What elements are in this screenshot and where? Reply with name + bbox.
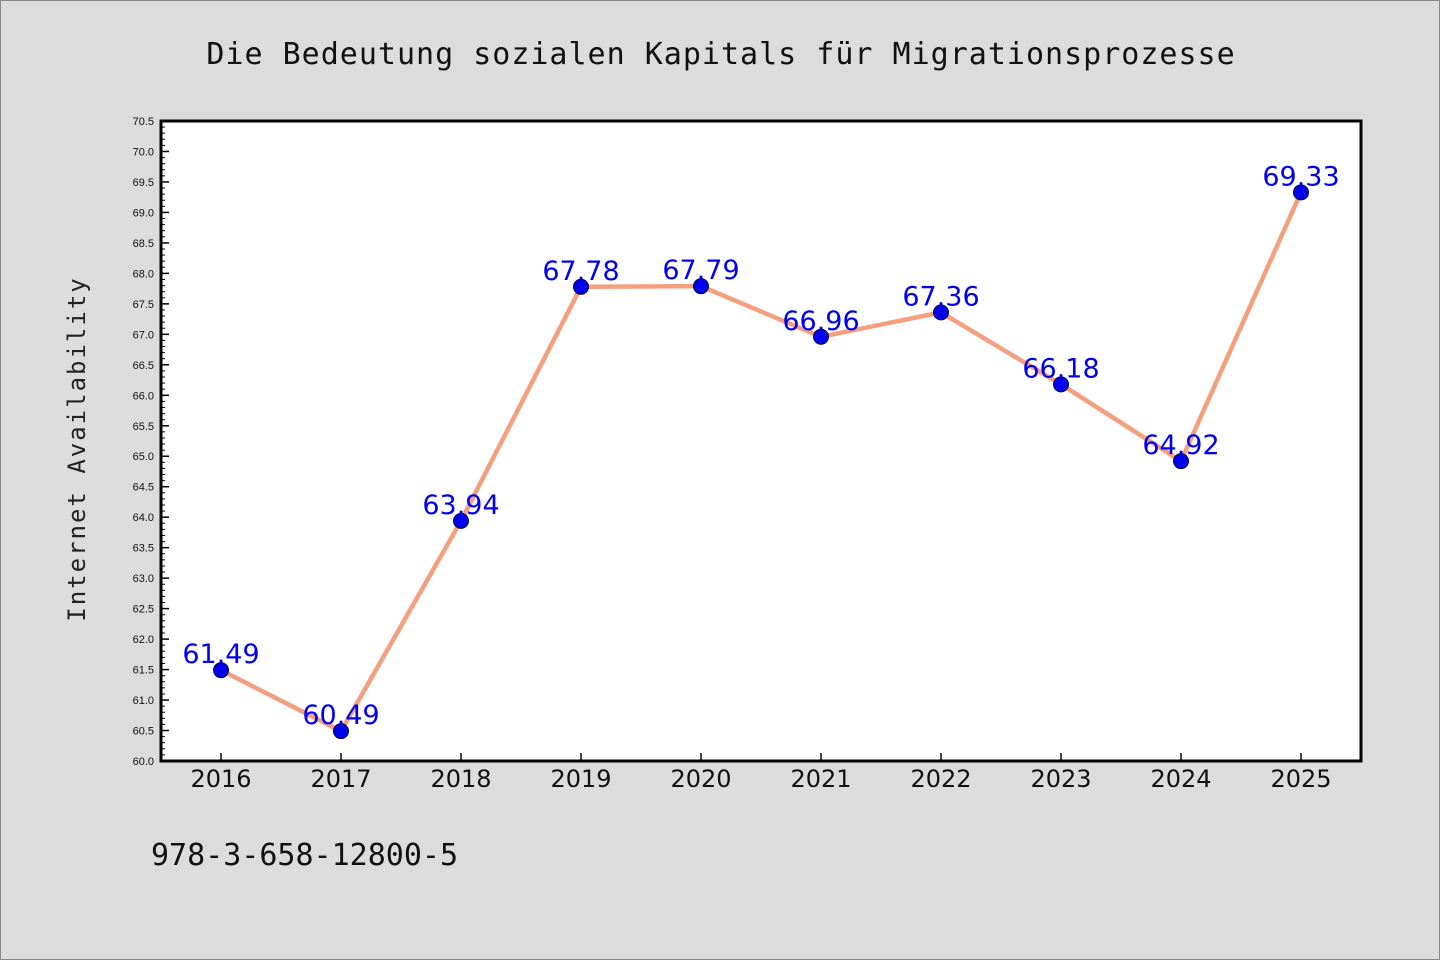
x-tick-label: 2024: [1150, 765, 1211, 793]
y-tick-label: 69.0: [133, 207, 154, 219]
y-tick-label: 64.0: [133, 512, 154, 524]
y-tick-label: 68.0: [133, 268, 154, 280]
y-tick-label: 65.5: [133, 421, 154, 433]
isbn-annotation: 978-3-658-12800-5: [151, 838, 458, 873]
y-tick-label: 67.0: [133, 329, 154, 341]
y-tick-label: 64.5: [133, 482, 154, 494]
data-label: 63.94: [422, 490, 499, 521]
series-line: [218, 190, 1304, 734]
y-tick-label: 62.0: [133, 634, 154, 646]
data-point: [333, 723, 349, 740]
y-tick-label: 70.0: [133, 146, 154, 158]
y-tick-label: 60.0: [133, 756, 154, 768]
data-label: 67.79: [662, 255, 739, 286]
y-axis-label: Internet Availability: [63, 276, 91, 621]
y-tick-label: 69.5: [133, 177, 154, 189]
data-label: 60.49: [302, 700, 379, 731]
x-tick-label: 2022: [910, 765, 971, 793]
y-tick-label: 70.5: [133, 116, 154, 128]
data-point: [813, 328, 829, 345]
y-tick-label: 63.0: [133, 573, 154, 585]
data-label: 67.78: [542, 256, 619, 287]
x-tick-label: 2023: [1030, 765, 1091, 793]
data-point: [1173, 453, 1189, 470]
y-tick-label: 63.5: [133, 543, 154, 555]
data-label: 64.92: [1142, 430, 1219, 461]
y-tick-label: 66.5: [133, 360, 154, 372]
data-label: 69.33: [1262, 161, 1339, 192]
data-point: [453, 512, 469, 529]
x-tick-label: 2025: [1270, 765, 1331, 793]
data-label: 67.36: [902, 281, 979, 312]
data-point: [213, 662, 229, 679]
x-tick-label: 2020: [670, 765, 731, 793]
x-tick-label: 2017: [310, 765, 371, 793]
y-tick-label: 68.5: [133, 238, 154, 250]
data-point: [573, 278, 589, 295]
x-axis-ticks: 2016 2017 2018 2019 2020 2021 2022 2023 2024 2025: [190, 753, 1332, 793]
y-tick-label: 65.0: [133, 451, 154, 463]
series-line-group: [218, 190, 1304, 734]
data-markers: [213, 184, 1309, 740]
y-tick-label: 66.0: [133, 390, 154, 402]
data-point: [1053, 376, 1069, 393]
x-tick-label: 2016: [190, 765, 251, 793]
chart-title: Die Bedeutung sozialen Kapitals für Migr…: [206, 37, 1235, 72]
y-tick-label: 62.5: [133, 604, 154, 616]
data-label: 66.96: [782, 306, 859, 337]
data-label: 66.18: [1022, 353, 1099, 384]
data-point: [693, 278, 709, 295]
data-labels: 61.49 60.49 63.94 67.78 67.79 66.96 67.36 66.18…: [182, 161, 1339, 731]
x-tick-label: 2019: [550, 765, 611, 793]
data-point: [933, 304, 949, 321]
y-tick-label: 67.5: [133, 299, 154, 311]
data-label: 61.49: [182, 639, 259, 670]
x-tick-label: 2018: [430, 765, 491, 793]
x-tick-label: 2021: [790, 765, 851, 793]
y-tick-label: 61.5: [133, 665, 154, 677]
plot-area: [159, 119, 1363, 763]
y-axis-ticks: 60.0 60.5 61.0 61.5 62.0 62.5 63.0 63.5 64.0 64.5…: [133, 116, 169, 768]
y-tick-label: 61.0: [133, 695, 154, 707]
y-tick-label: 60.5: [133, 726, 154, 738]
data-point: [1293, 184, 1309, 201]
